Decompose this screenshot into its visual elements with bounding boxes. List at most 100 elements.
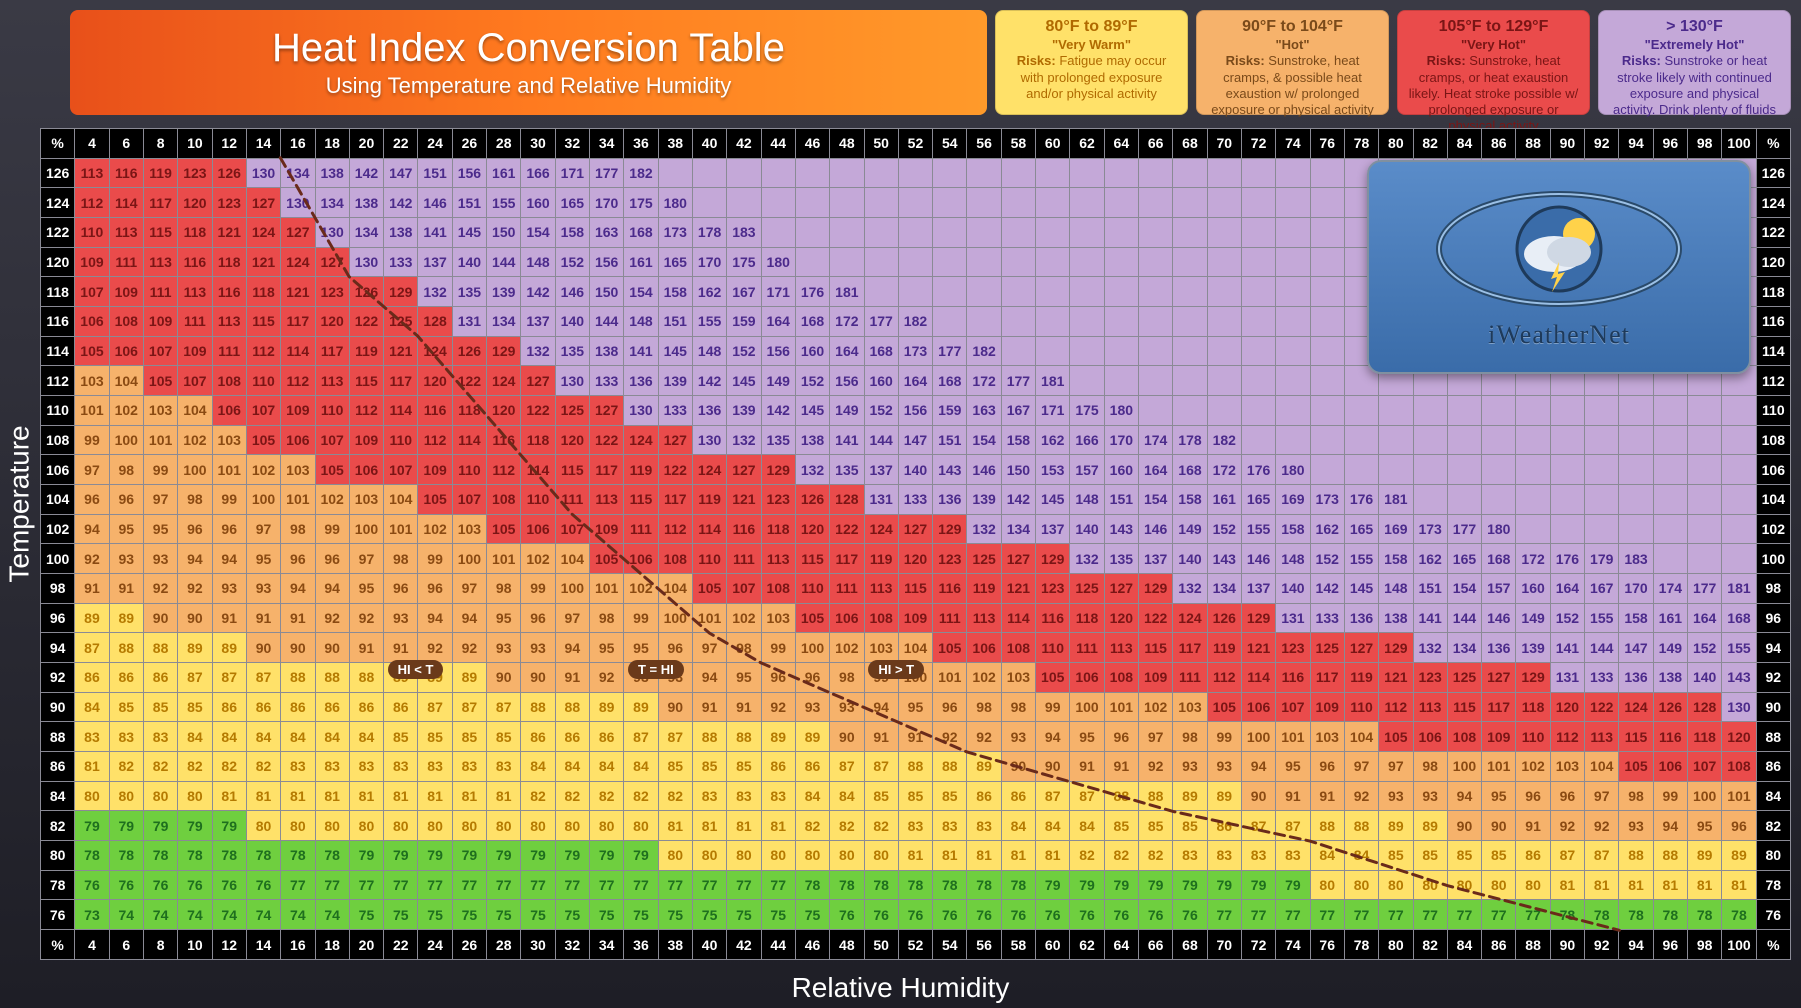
- cell: 115: [624, 485, 658, 515]
- cell: 96: [1722, 811, 1756, 841]
- cell: 89: [1722, 841, 1756, 871]
- cell: 102: [109, 396, 143, 426]
- cell: 88: [727, 722, 761, 752]
- cell: 180: [658, 188, 692, 218]
- cell: 81: [1619, 870, 1653, 900]
- cell: 112: [281, 366, 315, 396]
- cell: 130: [624, 396, 658, 426]
- cell: 180: [1276, 455, 1310, 485]
- cell: 123: [212, 188, 246, 218]
- cell: 80: [658, 841, 692, 871]
- cell: 77: [624, 870, 658, 900]
- cell: 96: [1516, 781, 1550, 811]
- cell: [1207, 366, 1241, 396]
- cell: 78: [830, 870, 864, 900]
- cell: 107: [246, 396, 280, 426]
- cell: 75: [692, 900, 726, 930]
- cell: 152: [1207, 514, 1241, 544]
- cell: 133: [1585, 663, 1619, 693]
- cell: 145: [658, 336, 692, 366]
- cell: 111: [933, 603, 967, 633]
- cell: 77: [384, 870, 418, 900]
- cell: 98: [109, 455, 143, 485]
- cell: 93: [1207, 752, 1241, 782]
- cell: 165: [1447, 544, 1481, 574]
- cell: 83: [898, 811, 932, 841]
- cell: 143: [1207, 544, 1241, 574]
- cell: 165: [555, 188, 589, 218]
- cell: 87: [178, 663, 212, 693]
- cell: 91: [109, 574, 143, 604]
- cell: 156: [830, 366, 864, 396]
- cell: [1241, 247, 1275, 277]
- cell: [1447, 455, 1481, 485]
- cell: 125: [384, 307, 418, 337]
- cell: 87: [1036, 781, 1070, 811]
- cell: 177: [1447, 514, 1481, 544]
- cell: 77: [487, 870, 521, 900]
- cell: 86: [1207, 811, 1241, 841]
- cell: 141: [418, 218, 452, 248]
- cell: [1688, 396, 1722, 426]
- cell: [1482, 425, 1516, 455]
- cell: 127: [898, 514, 932, 544]
- cell: 148: [1379, 574, 1413, 604]
- cell: 167: [1585, 574, 1619, 604]
- cell: 113: [75, 158, 109, 188]
- cell: 144: [1585, 633, 1619, 663]
- cell: [1344, 396, 1378, 426]
- cell: 84: [246, 722, 280, 752]
- cell: [933, 188, 967, 218]
- cell: 130: [315, 218, 349, 248]
- cell: 85: [487, 722, 521, 752]
- cell: 148: [1276, 544, 1310, 574]
- cell: 156: [898, 396, 932, 426]
- cell: 150: [590, 277, 624, 307]
- cell: [1139, 366, 1173, 396]
- cell: 83: [487, 752, 521, 782]
- cell: 86: [590, 722, 624, 752]
- cell: [1173, 218, 1207, 248]
- cell: 88: [1104, 781, 1138, 811]
- cell: 138: [1379, 603, 1413, 633]
- cell: 80: [830, 841, 864, 871]
- cell: [1173, 247, 1207, 277]
- cell: 134: [1001, 514, 1035, 544]
- cell: 85: [109, 692, 143, 722]
- cell: 117: [1482, 692, 1516, 722]
- cell: 140: [1688, 663, 1722, 693]
- cell: 96: [933, 692, 967, 722]
- cell: 132: [1413, 633, 1447, 663]
- cell: 91: [212, 603, 246, 633]
- cell: [1241, 188, 1275, 218]
- cell: [933, 277, 967, 307]
- cell: 97: [452, 574, 486, 604]
- cell: 157: [1070, 455, 1104, 485]
- cell: 141: [624, 336, 658, 366]
- cell: 75: [761, 900, 795, 930]
- cell: 178: [692, 218, 726, 248]
- cell: 81: [246, 781, 280, 811]
- cell: 90: [281, 633, 315, 663]
- cell: 133: [898, 485, 932, 515]
- cell: 176: [1550, 544, 1584, 574]
- cell: 102: [315, 485, 349, 515]
- cell: 119: [864, 544, 898, 574]
- cell: 97: [246, 514, 280, 544]
- cell: 89: [178, 633, 212, 663]
- cell: 81: [1550, 870, 1584, 900]
- cell: 120: [418, 366, 452, 396]
- cell: 87: [624, 722, 658, 752]
- cell: 90: [1482, 811, 1516, 841]
- cell: 151: [1413, 574, 1447, 604]
- cell: [1241, 218, 1275, 248]
- y-axis-label: Temperature: [5, 0, 35, 1008]
- cell: 76: [246, 870, 280, 900]
- cell: 93: [246, 574, 280, 604]
- cell: 90: [1001, 752, 1035, 782]
- cell: 82: [624, 781, 658, 811]
- cell: 113: [590, 485, 624, 515]
- cell: 97: [75, 455, 109, 485]
- cell: 110: [521, 485, 555, 515]
- cell: 94: [1241, 752, 1275, 782]
